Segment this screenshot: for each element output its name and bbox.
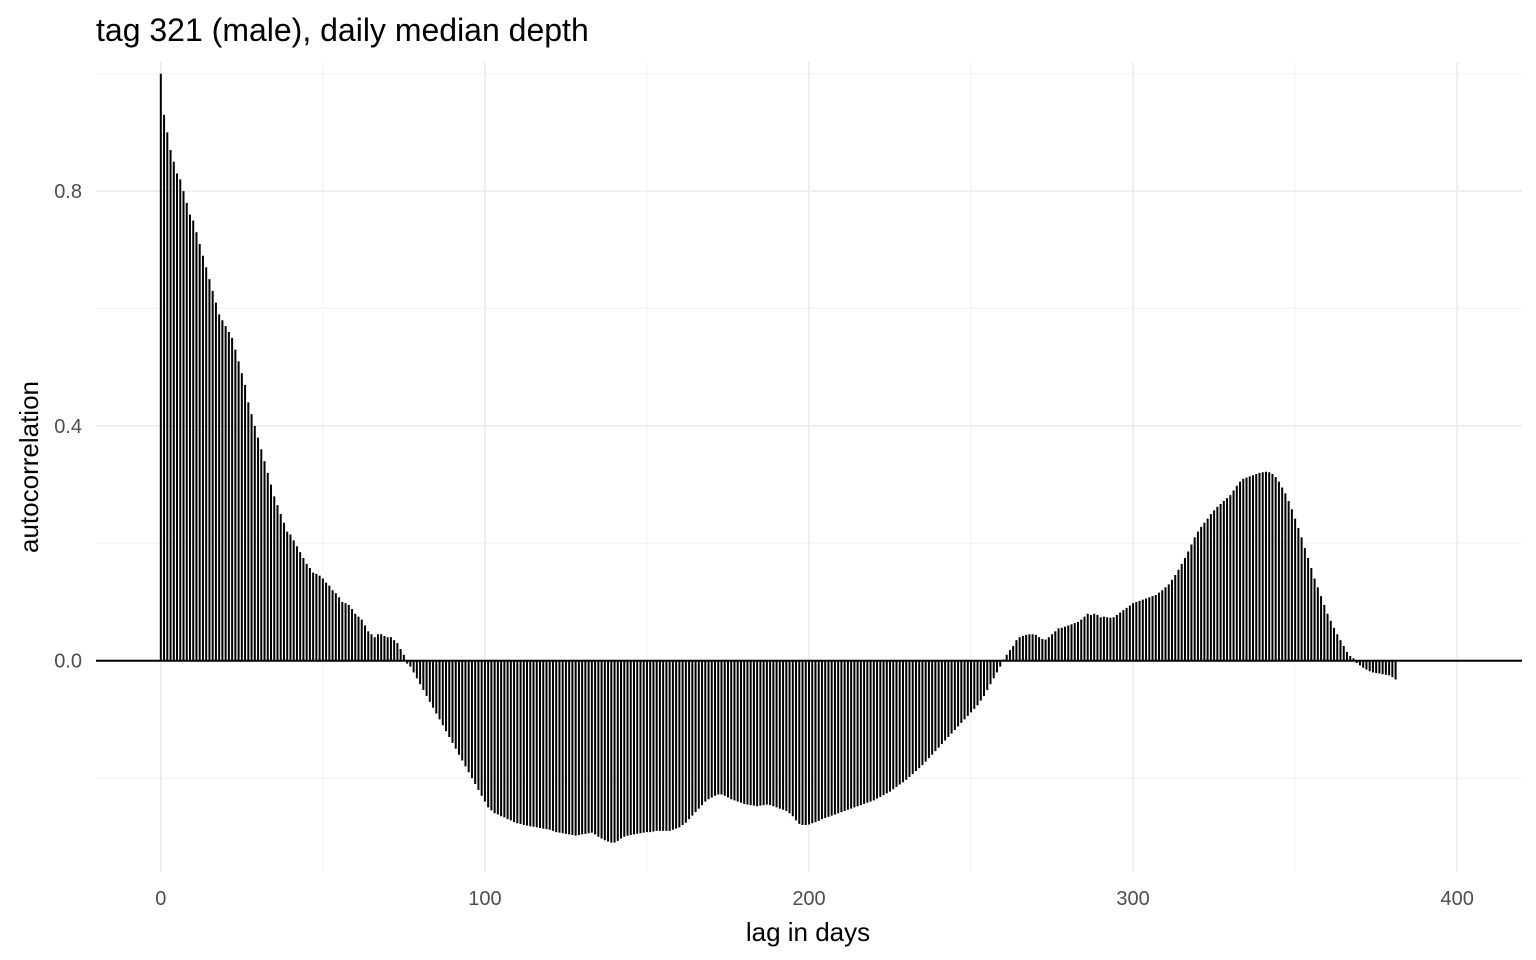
x-axis-ticks: 0 100 200 300 400	[155, 888, 1474, 910]
chart-title: tag 321 (male), daily median depth	[96, 12, 589, 48]
y-tick-label: 0.4	[54, 416, 82, 438]
y-tick-label: 0.8	[54, 181, 82, 203]
x-tick-label: 100	[468, 888, 501, 910]
x-tick-label: 400	[1440, 888, 1473, 910]
x-tick-label: 300	[1116, 888, 1149, 910]
x-axis-title: lag in days	[746, 917, 870, 947]
bars	[159, 73, 1397, 843]
y-axis-ticks: 0.0 0.4 0.8	[54, 181, 82, 673]
x-tick-label: 0	[155, 888, 166, 910]
x-tick-label: 200	[792, 888, 825, 910]
y-tick-label: 0.0	[54, 651, 82, 673]
y-axis-title: autocorrelation	[14, 381, 44, 553]
